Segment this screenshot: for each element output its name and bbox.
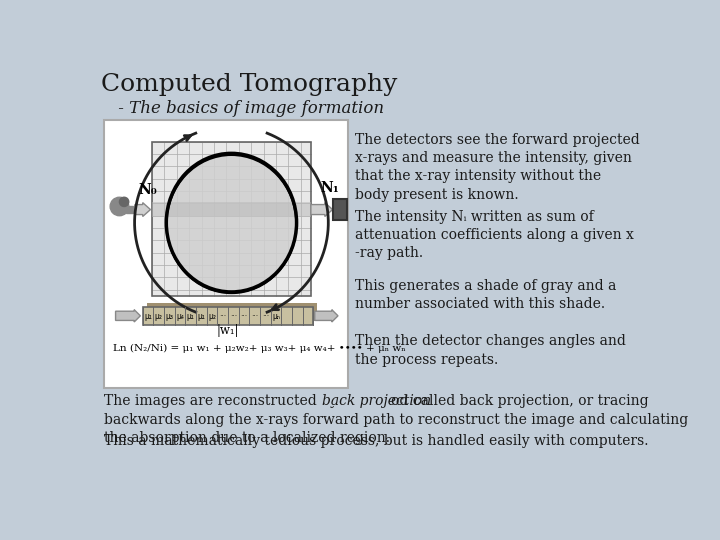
FancyArrow shape bbox=[116, 309, 140, 322]
Text: - The basics of image formation: - The basics of image formation bbox=[113, 100, 384, 117]
Text: The images are reconstructed by a method called back projection, or tracing
back: The images are reconstructed by a method… bbox=[104, 394, 688, 445]
Circle shape bbox=[110, 197, 129, 215]
Bar bbox=[333, 199, 346, 220]
Bar bbox=[126, 206, 133, 213]
Text: Then the detector changes angles and
the process repeats.: Then the detector changes angles and the… bbox=[355, 334, 626, 367]
Text: ···: ··· bbox=[230, 312, 237, 321]
Text: ···: ··· bbox=[251, 312, 258, 321]
Text: μ₁: μ₁ bbox=[197, 312, 205, 321]
Text: N₀: N₀ bbox=[138, 183, 157, 197]
Ellipse shape bbox=[166, 153, 297, 292]
Bar bbox=[152, 142, 311, 296]
Text: μ₁: μ₁ bbox=[144, 312, 152, 321]
Text: μ₂: μ₂ bbox=[208, 312, 216, 321]
Text: Computed Tomography: Computed Tomography bbox=[101, 72, 397, 96]
Text: The detectors see the forward projected
x-rays and measure the intensity, given
: The detectors see the forward projected … bbox=[355, 132, 640, 202]
FancyArrow shape bbox=[315, 309, 338, 322]
Text: ···: ··· bbox=[240, 312, 248, 321]
Bar bbox=[147, 303, 317, 321]
FancyArrow shape bbox=[135, 202, 150, 217]
Text: N₁: N₁ bbox=[320, 181, 339, 195]
Circle shape bbox=[120, 197, 129, 206]
Text: This a mathematically tedious process, but is handled easily with computers.: This a mathematically tedious process, b… bbox=[104, 434, 649, 448]
Bar bbox=[152, 142, 311, 296]
Text: back projection: back projection bbox=[322, 394, 431, 408]
Text: μ₂: μ₂ bbox=[155, 312, 163, 321]
Text: ···: ··· bbox=[219, 312, 226, 321]
Text: μ₁: μ₁ bbox=[186, 312, 194, 321]
Bar bbox=[104, 120, 348, 388]
Text: This generates a shade of gray and a
number associated with this shade.: This generates a shade of gray and a num… bbox=[355, 279, 616, 311]
Text: The intensity Nᵢ written as sum of
attenuation coefficients along a given x
-ray: The intensity Nᵢ written as sum of atten… bbox=[355, 210, 634, 260]
Text: |w₁|: |w₁| bbox=[217, 323, 239, 336]
Bar bbox=[143, 307, 313, 325]
Text: μ₃: μ₃ bbox=[166, 312, 174, 321]
Bar bbox=[152, 202, 311, 217]
Text: μ₄: μ₄ bbox=[176, 312, 184, 321]
Text: μₙ: μₙ bbox=[272, 312, 280, 321]
Text: Ln (N₂/Ni) = μ₁ w₁ + μ₂w₂+ μ₃ w₃+ μ₄ w₄+ •••• + μₙ wₙ: Ln (N₂/Ni) = μ₁ w₁ + μ₂w₂+ μ₃ w₃+ μ₄ w₄+… bbox=[113, 343, 406, 353]
FancyArrow shape bbox=[311, 202, 333, 217]
Bar bbox=[321, 394, 390, 406]
Text: ···: ··· bbox=[261, 312, 269, 321]
